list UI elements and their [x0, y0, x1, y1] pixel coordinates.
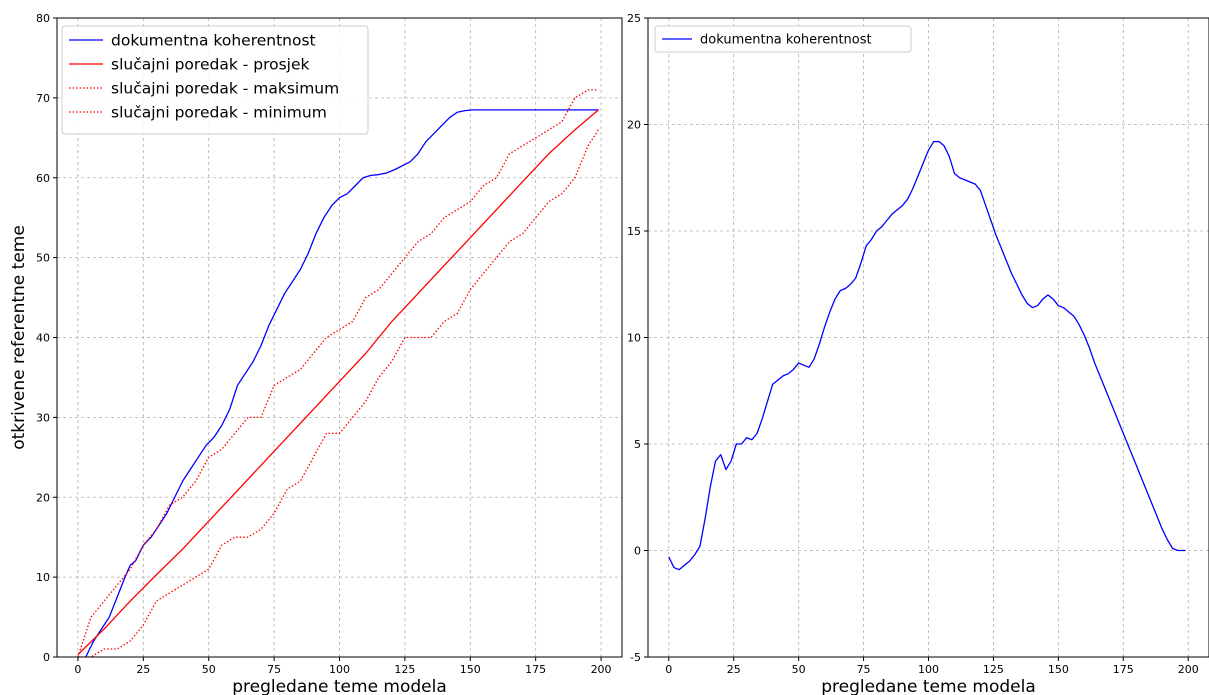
legend-label: dokumentna koherentnost — [111, 31, 316, 49]
x-tick-label: 150 — [460, 663, 481, 676]
y-tick-label: 10 — [627, 332, 641, 345]
x-tick-label: 200 — [591, 663, 612, 676]
legend-label: dokumentna koherentnost — [700, 33, 872, 48]
x-tick-label: 75 — [857, 663, 871, 676]
x-tick-label: 100 — [329, 663, 350, 676]
y-tick-label: 70 — [36, 92, 50, 105]
series-line-4 — [77, 129, 600, 657]
x-axis-label: pregledane teme modela — [232, 677, 447, 695]
series-line-1 — [84, 109, 599, 657]
series-line-3 — [77, 89, 599, 657]
x-tick-label: 25 — [136, 663, 150, 676]
y-tick-label: 10 — [36, 571, 50, 584]
x-tick-label: 50 — [792, 663, 806, 676]
y-tick-label: 0 — [634, 545, 641, 558]
x-tick-label: 100 — [918, 663, 939, 676]
legend: dokumentna koherentnost — [654, 25, 912, 53]
x-tick-label: 25 — [727, 663, 741, 676]
x-tick-label: 175 — [525, 663, 546, 676]
y-tick-label: 25 — [627, 12, 641, 25]
x-tick-label: 75 — [267, 663, 281, 676]
x-tick-label: 200 — [1178, 663, 1199, 676]
legend-label: slučajni poredak - minimum — [111, 103, 327, 121]
series-line-1 — [668, 140, 1186, 571]
y-tick-label: 40 — [36, 332, 50, 345]
y-tick-label: -5 — [630, 651, 641, 664]
x-tick-label: 125 — [394, 663, 415, 676]
x-tick-label: 0 — [665, 663, 672, 676]
y-tick-label: 15 — [627, 225, 641, 238]
x-tick-label: 175 — [1113, 663, 1134, 676]
series-line-2 — [77, 109, 599, 656]
legend-label: slučajni poredak - maksimum — [111, 79, 339, 97]
y-tick-label: 50 — [36, 252, 50, 265]
left-chart: 0 25 50 75 100 125 150 175 200 0 10 20 30 40 50 60 70 80 p… — [9, 12, 623, 695]
y-tick-label: 30 — [36, 411, 50, 424]
y-tick-label: 0 — [43, 651, 50, 664]
y-tick-label: 80 — [36, 12, 50, 25]
x-axis-label: pregledane teme modela — [821, 677, 1036, 695]
y-tick-label: 5 — [634, 438, 641, 451]
x-tick-label: 150 — [1048, 663, 1069, 676]
legend: dokumentna koherentnost slučajni poredak … — [61, 25, 369, 135]
y-tick-label: 60 — [36, 172, 50, 185]
x-tick-label: 50 — [202, 663, 216, 676]
legend-label: slučajni poredak - prosjek — [111, 55, 310, 73]
y-tick-label: 20 — [36, 491, 50, 504]
y-axis-label: otkrivene referentne teme — [9, 225, 29, 450]
y-tick-label: 20 — [627, 119, 641, 132]
right-chart: 0 25 50 75 100 125 150 175 200 -5 0 5 10 15 20 25 pregle… — [627, 12, 1209, 695]
x-tick-label: 0 — [74, 663, 81, 676]
x-tick-label: 125 — [983, 663, 1004, 676]
